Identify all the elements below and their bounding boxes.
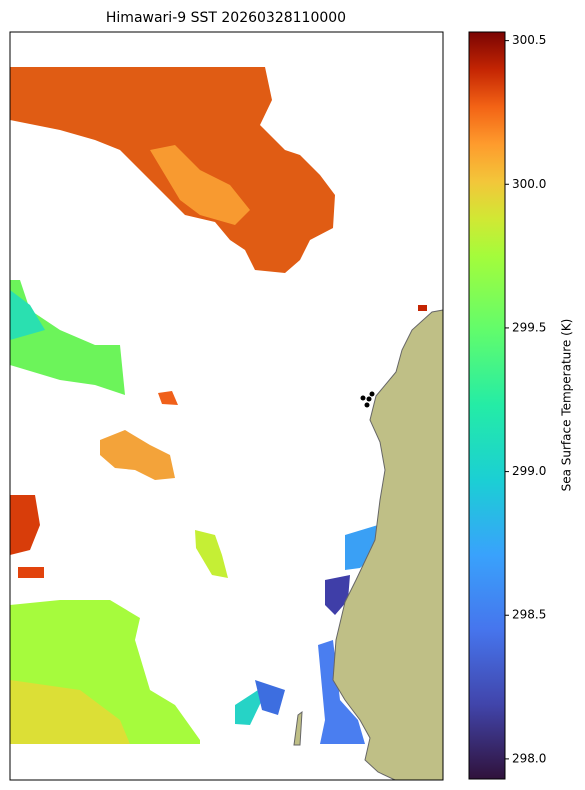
sst-patch <box>235 690 262 725</box>
station <box>366 396 372 402</box>
sst-patch <box>325 575 350 615</box>
sst-patch <box>318 640 365 744</box>
colorbar-tick-label: 299.5 <box>512 320 546 334</box>
colorbar-tick-label: 298.0 <box>512 751 546 765</box>
sst-patch <box>345 525 382 570</box>
colorbar-tick-label: 299.0 <box>512 464 546 478</box>
island <box>293 710 303 746</box>
station <box>364 402 370 408</box>
colorbar-tick-label: 298.5 <box>512 608 546 622</box>
sst-patch <box>10 280 125 395</box>
station <box>360 395 366 401</box>
sst-patch <box>18 567 44 578</box>
map-area <box>9 31 444 781</box>
colorbar-label: Sea Surface Temperature (K) <box>560 319 574 492</box>
sst-patch <box>10 290 45 340</box>
colorbar: 298.0 298.5 299.0 299.5 300.0 300.5 <box>468 31 546 780</box>
map-title: Himawari-9 SST 20260328110000 <box>106 10 346 26</box>
colorbar-tick-label: 300.0 <box>512 177 546 191</box>
sst-patch <box>10 680 130 744</box>
station <box>369 391 375 397</box>
colorbar-gradient <box>468 31 506 780</box>
land <box>332 309 444 781</box>
sst-patch <box>100 430 175 480</box>
sst-patch <box>10 495 40 555</box>
sst-patch <box>195 530 228 578</box>
sst-patch <box>255 680 285 715</box>
station-markers <box>360 391 375 408</box>
map-frame <box>9 31 444 781</box>
sst-patch <box>418 305 427 311</box>
colorbar-tick-label: 300.5 <box>512 33 546 47</box>
sst-patch <box>150 145 250 225</box>
sst-patch <box>158 391 178 405</box>
